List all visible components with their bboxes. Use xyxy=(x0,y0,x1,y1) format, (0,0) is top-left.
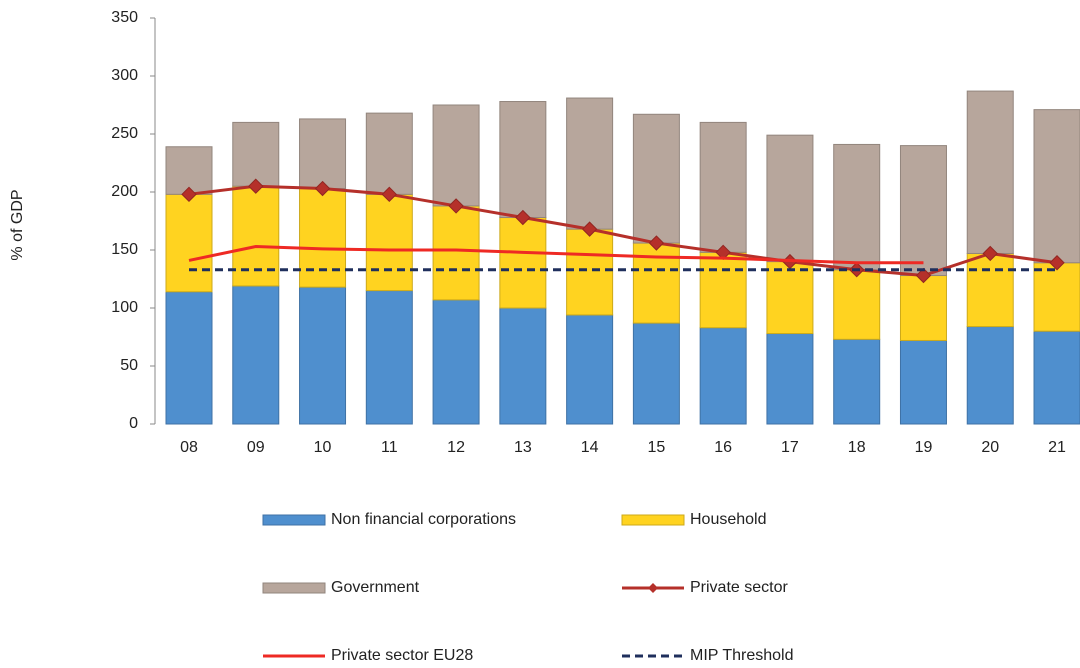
x-tick-label: 11 xyxy=(381,439,398,456)
x-tick-label: 21 xyxy=(1048,439,1066,456)
bar xyxy=(899,145,947,277)
bar xyxy=(432,104,480,207)
x-tick-label: 14 xyxy=(581,439,599,456)
bar xyxy=(566,314,614,425)
legend-label: Government xyxy=(331,579,420,596)
y-tick-label: 350 xyxy=(111,9,138,26)
legend-label: Private sector xyxy=(690,579,788,596)
y-tick-label: 150 xyxy=(111,241,138,258)
bar xyxy=(632,113,680,244)
y-tick-label: 200 xyxy=(111,183,138,200)
bar xyxy=(365,112,413,195)
bar xyxy=(966,90,1014,254)
bar xyxy=(365,290,413,425)
marker xyxy=(982,245,998,262)
bar xyxy=(165,291,213,425)
legend-swatch xyxy=(621,514,685,526)
x-tick-label: 17 xyxy=(781,439,799,456)
bar xyxy=(365,193,413,292)
bar xyxy=(566,97,614,230)
bar xyxy=(165,193,213,293)
marker xyxy=(448,198,464,214)
x-tick-label: 13 xyxy=(514,439,532,456)
legend-swatch xyxy=(262,514,326,526)
bar xyxy=(699,327,747,425)
bar xyxy=(432,205,480,301)
bar xyxy=(299,118,347,190)
legend-label: Household xyxy=(690,511,767,528)
bar xyxy=(1033,262,1080,332)
marker xyxy=(581,221,598,237)
bar xyxy=(499,217,547,309)
y-axis-label: % of GDP xyxy=(9,189,26,260)
marker xyxy=(915,267,932,284)
x-tick-label: 20 xyxy=(981,439,999,456)
bar xyxy=(766,333,814,425)
bar xyxy=(499,101,547,219)
bar xyxy=(232,121,280,187)
x-tick-label: 12 xyxy=(447,439,465,456)
legend-swatch xyxy=(262,582,326,594)
marker xyxy=(515,209,531,226)
bar xyxy=(966,252,1014,328)
bar xyxy=(966,326,1014,425)
x-tick-label: 16 xyxy=(714,439,732,456)
bar xyxy=(699,251,747,329)
bar xyxy=(899,275,947,341)
marker xyxy=(648,235,665,251)
x-tick-label: 10 xyxy=(314,439,332,456)
line xyxy=(188,184,1058,278)
bar xyxy=(299,188,347,288)
bar xyxy=(499,307,547,425)
y-tick-label: 50 xyxy=(120,357,138,374)
bar xyxy=(833,143,881,271)
legend-label: Non financial corporations xyxy=(331,511,516,528)
x-tick-label: 08 xyxy=(180,439,198,456)
bar xyxy=(699,121,747,253)
bar xyxy=(299,286,347,425)
x-tick-label: 09 xyxy=(247,439,265,456)
bar xyxy=(1033,330,1080,425)
marker xyxy=(181,186,197,203)
bar xyxy=(432,299,480,425)
legend-label: MIP Threshold xyxy=(690,647,793,664)
bar xyxy=(1033,109,1080,264)
marker xyxy=(314,180,331,197)
bar xyxy=(766,261,814,335)
y-tick-label: 250 xyxy=(111,125,138,142)
x-tick-label: 18 xyxy=(848,439,866,456)
legend-marker xyxy=(648,583,658,593)
bar xyxy=(232,285,280,425)
x-tick-label: 19 xyxy=(915,439,933,456)
marker xyxy=(1049,255,1065,271)
bar xyxy=(566,228,614,316)
bar xyxy=(833,338,881,425)
bar xyxy=(833,269,881,340)
marker xyxy=(248,178,264,194)
bar xyxy=(899,339,947,425)
y-tick-label: 300 xyxy=(111,67,138,84)
y-tick-label: 100 xyxy=(111,299,138,316)
x-tick-label: 15 xyxy=(647,439,665,456)
bar xyxy=(632,322,680,425)
line xyxy=(188,245,924,265)
bar xyxy=(766,134,814,263)
legend-label: Private sector EU28 xyxy=(331,647,473,664)
marker xyxy=(381,186,398,203)
y-tick-label: 0 xyxy=(129,415,138,432)
